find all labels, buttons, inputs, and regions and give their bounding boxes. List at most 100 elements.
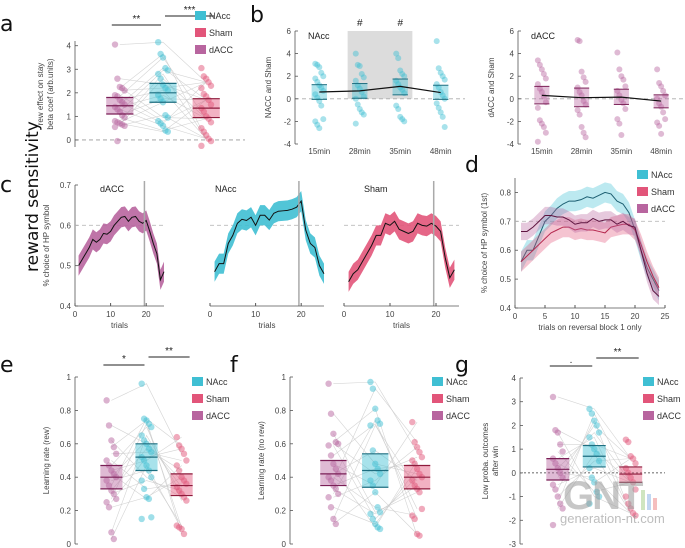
d-ylabel: % choice of HP symbol (1st) <box>480 193 489 294</box>
a-point-nacc <box>164 87 171 94</box>
a-legend-label-dacc: dACC <box>209 45 234 55</box>
b1-point <box>441 124 448 131</box>
b2-point <box>622 83 629 90</box>
b2-point <box>656 100 663 107</box>
a-point-sham <box>198 64 205 72</box>
f-point-dacc <box>325 494 332 501</box>
b2-point <box>620 100 627 107</box>
g-point-dacc <box>557 500 564 507</box>
e-sig-label: ** <box>165 346 173 357</box>
d-y-tick-label: 0.6 <box>500 246 512 255</box>
a-point-dacc <box>121 101 128 108</box>
e-y-tick-label: 1 <box>67 373 72 382</box>
d-panel-label: d <box>465 153 479 178</box>
f-point-nacc <box>367 422 374 429</box>
b1-point <box>401 118 408 125</box>
b2-point <box>578 124 585 131</box>
e-point-dacc <box>105 504 113 511</box>
b1-point <box>354 61 361 68</box>
e-point-dacc <box>105 422 113 429</box>
a-point-sham <box>198 142 205 150</box>
e-point-dacc <box>113 495 120 503</box>
c-sham-mean-line <box>348 220 455 283</box>
a-subject-line <box>119 94 207 122</box>
f-point-sham <box>413 443 421 451</box>
b2-point <box>654 119 661 126</box>
f-point-sham <box>416 448 423 456</box>
b2-point <box>582 101 589 108</box>
b1-point <box>395 81 402 88</box>
f-point-nacc <box>376 420 384 427</box>
c-panel-label: c <box>0 173 12 198</box>
c-nacc-error-band <box>214 191 324 284</box>
f-y-tick-label: 0.2 <box>275 507 287 516</box>
g-y-tick-label: -2 <box>509 516 517 525</box>
e-point-dacc <box>108 529 115 536</box>
b2-y-tick-label: 2 <box>510 72 515 81</box>
f-legend-label-dacc: dACC <box>446 411 471 421</box>
f-point-sham <box>416 489 423 496</box>
c-y-tick-label: 0.6 <box>60 221 72 230</box>
b1-point <box>439 73 446 80</box>
b1-point <box>435 104 442 111</box>
b1-point <box>358 70 365 77</box>
b1-point <box>320 116 327 123</box>
f-y-tick-label: 0.4 <box>275 473 287 482</box>
b2-box <box>653 94 669 108</box>
d-legend-label-nacc: NAcc <box>651 170 673 180</box>
b1-marker: # <box>397 18 403 29</box>
d-x-tick-label: 20 <box>631 312 640 321</box>
g-point-nacc <box>595 493 603 500</box>
f-point-nacc <box>369 515 377 523</box>
b2-x-tick-label: 48min <box>650 147 672 156</box>
d-x-tick-label: 0 <box>513 312 518 321</box>
a-point-nacc <box>159 54 167 61</box>
e-point-dacc <box>108 437 115 444</box>
g-point-sham <box>627 505 634 512</box>
a-point-sham <box>198 84 205 92</box>
g-point-nacc <box>595 457 603 465</box>
e-point-sham <box>178 445 185 453</box>
a-panel-label: a <box>0 12 13 37</box>
d-nacc-error-band <box>521 182 659 301</box>
f-point-sham <box>409 418 416 426</box>
b2-point <box>660 87 667 94</box>
b2-point <box>538 66 545 73</box>
a-y-tick-label: 0 <box>67 136 72 145</box>
watermark-bar-red <box>653 498 657 510</box>
d-y-tick-label: 0.4 <box>500 304 512 313</box>
b1-point <box>352 77 359 84</box>
b2-point <box>662 92 669 99</box>
g-point-sham <box>632 486 639 493</box>
f-point-sham <box>418 453 426 461</box>
g-sig-label: . <box>570 355 573 366</box>
g-y-tick-label: 4 <box>512 374 517 383</box>
c-sham-x-tick-label: 10 <box>386 310 395 319</box>
a-y-tick-label: 2 <box>67 89 72 98</box>
e-point-nacc <box>138 432 145 439</box>
b1-point <box>318 102 325 109</box>
b2-y-tick-label: 0 <box>510 95 515 104</box>
b2-point <box>618 96 625 103</box>
f-y-tick-label: 0 <box>282 540 287 548</box>
f-point-sham <box>416 532 423 539</box>
e-point-sham <box>183 497 190 504</box>
c-dacc-mean-line <box>78 215 165 282</box>
b2-point <box>542 129 549 136</box>
b1-point <box>435 84 442 91</box>
a-point-dacc <box>114 137 121 145</box>
d-legend-swatch-nacc <box>637 170 648 179</box>
d-x-tick-label: 25 <box>661 312 670 321</box>
a-y-tick-label: 4 <box>67 42 72 51</box>
d-legend-swatch-dacc <box>637 204 648 213</box>
f-point-nacc <box>367 477 374 484</box>
e-legend-label-sham: Sham <box>206 394 230 404</box>
b1-point <box>314 78 321 85</box>
b1-point <box>437 69 444 76</box>
e-subject-line <box>111 426 182 501</box>
b2-point <box>576 89 583 96</box>
b1-x-tick-label: 48min <box>430 147 452 156</box>
g-legend-label-dacc: dACC <box>657 411 682 421</box>
f-point-dacc <box>330 515 337 523</box>
f-point-dacc <box>325 380 332 387</box>
